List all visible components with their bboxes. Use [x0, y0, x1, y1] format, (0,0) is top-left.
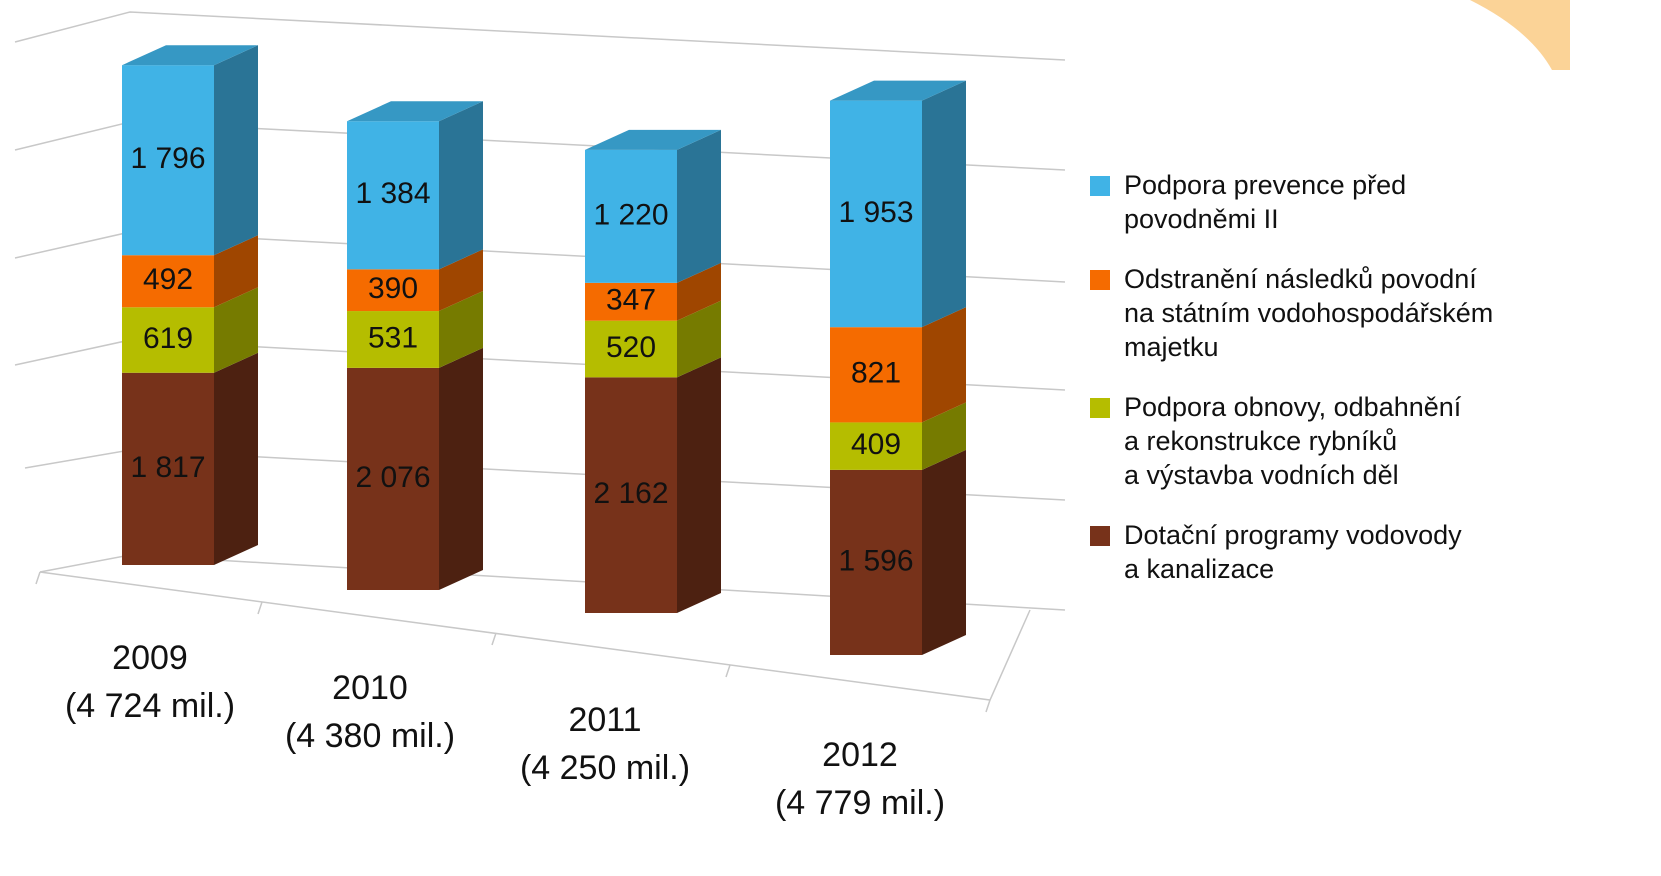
- legend-entry: Podpora prevence před povodněmi II: [1090, 168, 1650, 236]
- value-label: 619: [143, 322, 193, 355]
- legend-entry: Dotační programy vodovody a kanalizace: [1090, 518, 1650, 586]
- value-label: 492: [143, 263, 193, 296]
- legend-swatch: [1090, 270, 1110, 290]
- legend-swatch: [1090, 398, 1110, 418]
- legend-swatch: [1090, 176, 1110, 196]
- x-tick-label: 2012: [822, 736, 898, 774]
- x-tick-note: (4 250 mil.): [520, 749, 690, 787]
- bar-side: [922, 450, 966, 655]
- value-label: 1 596: [838, 544, 913, 577]
- x-tick-label: 2011: [568, 701, 641, 739]
- legend-label: Odstranění následků povodní na státním v…: [1124, 264, 1493, 362]
- value-label: 1 796: [130, 142, 205, 175]
- bar-side: [922, 307, 966, 422]
- value-label: 1 817: [130, 451, 205, 484]
- value-label: 1 384: [355, 177, 430, 210]
- value-label: 409: [851, 428, 901, 461]
- legend-label: Dotační programy vodovody a kanalizace: [1124, 520, 1462, 584]
- bar-side: [439, 101, 483, 269]
- x-tick-label: 2010: [332, 669, 408, 707]
- page: 1 817 619 492 1 796 2009 (4 724 mil.) 2 076 531…: [0, 0, 1661, 876]
- x-tick-label: 2009: [112, 639, 188, 677]
- x-tick-note: (4 380 mil.): [285, 717, 455, 755]
- bar-side: [922, 81, 966, 328]
- value-label: 1 953: [838, 196, 913, 229]
- legend-label: Podpora obnovy, odbahnění a rekonstrukce…: [1124, 392, 1461, 490]
- x-tick-note: (4 779 mil.): [775, 784, 945, 822]
- decoration: [1470, 0, 1570, 70]
- legend-label: Podpora prevence před povodněmi II: [1124, 170, 1406, 234]
- bar-side: [214, 353, 258, 565]
- x-tick-note: (4 724 mil.): [65, 687, 235, 725]
- value-label: 390: [368, 272, 418, 305]
- bar-side: [677, 130, 721, 283]
- value-label: 2 162: [593, 477, 668, 510]
- bar-side: [439, 348, 483, 590]
- value-label: 821: [851, 357, 901, 390]
- bar-side: [214, 45, 258, 255]
- legend-entry: Podpora obnovy, odbahnění a rekonstrukce…: [1090, 390, 1650, 492]
- bar-side: [677, 357, 721, 613]
- value-label: 1 220: [593, 198, 668, 231]
- value-label: 347: [606, 284, 656, 317]
- legend: Podpora prevence před povodněmi II Odstra…: [1090, 168, 1650, 612]
- legend-swatch: [1090, 526, 1110, 546]
- value-label: 2 076: [355, 461, 430, 494]
- value-label: 531: [368, 321, 418, 354]
- legend-entry: Odstranění následků povodní na státním v…: [1090, 262, 1650, 364]
- value-label: 520: [606, 331, 656, 364]
